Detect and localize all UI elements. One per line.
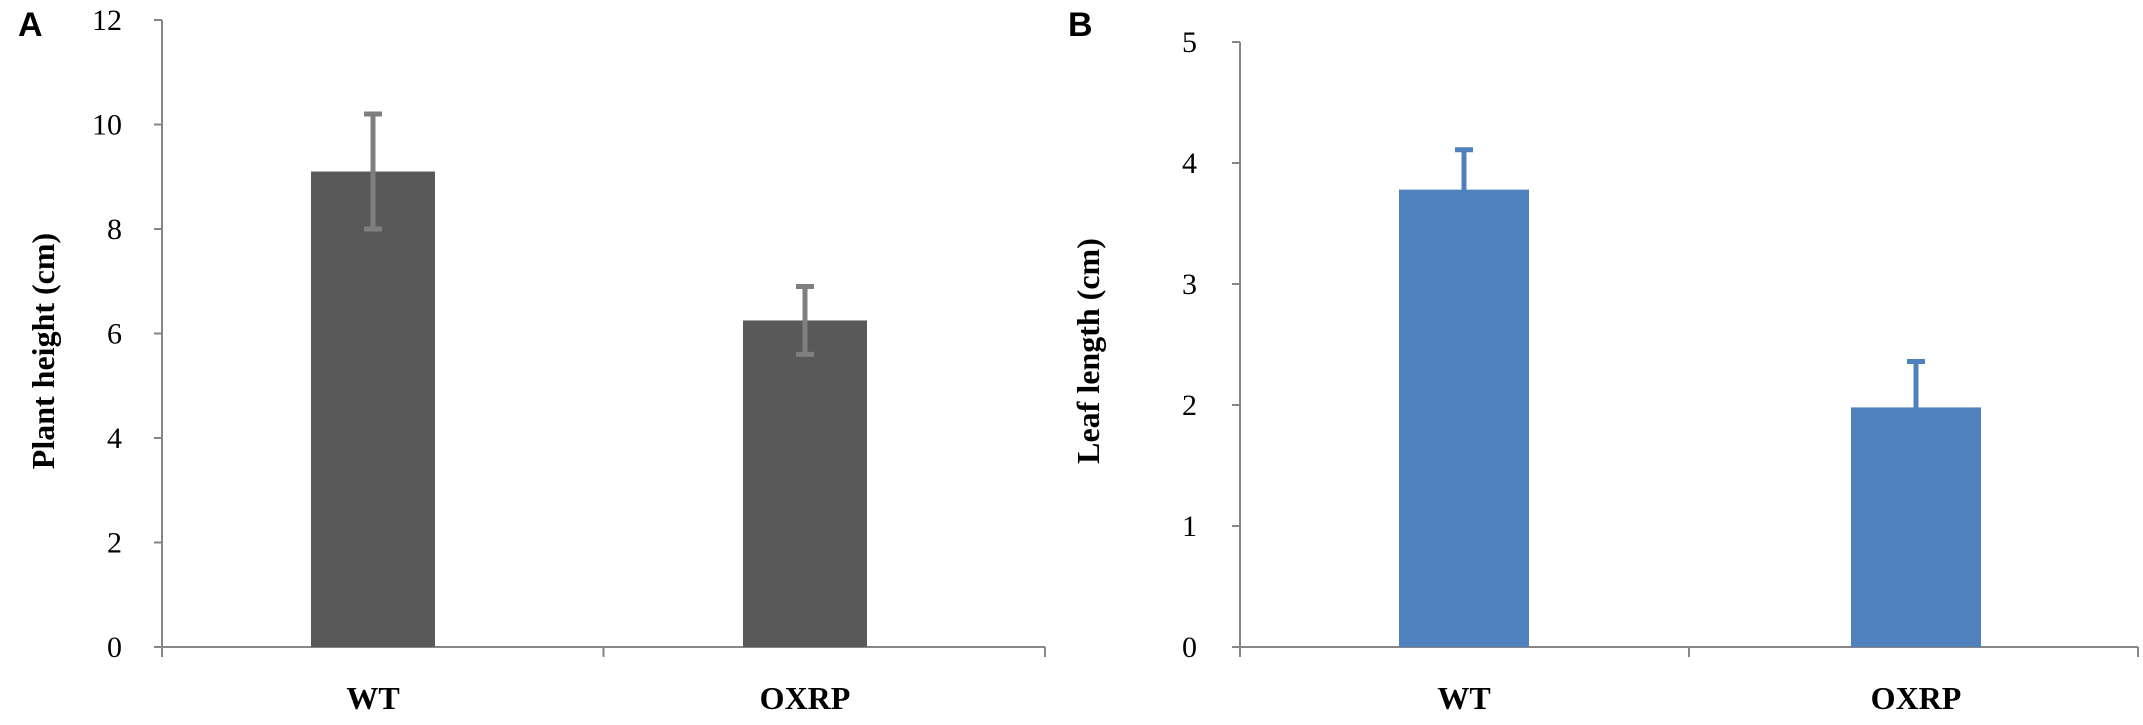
y-tick-label-b: 5	[1182, 26, 1197, 59]
y-tick-label-a: 12	[92, 4, 122, 37]
y-tick-label-b: 1	[1182, 510, 1197, 543]
panel-label-b: B	[1068, 6, 1093, 44]
error-bar-oxrp-a	[796, 283, 814, 357]
y-tick-label-a: 0	[107, 631, 122, 664]
y-tick-label-b: 4	[1182, 147, 1197, 180]
category-label-oxrp-a: OXRP	[760, 680, 851, 716]
y-axis-title-b: Leaf length (cm)	[1070, 238, 1106, 464]
bar-wt-a	[311, 171, 435, 647]
y-tick-label-a: 10	[92, 109, 122, 142]
bar-oxrp-a	[743, 320, 867, 647]
error-bar-wt-b	[1455, 147, 1473, 233]
chart-panel-a: A Plant height (cm) 0 2 4 6 8 10 12 WT OXRP	[18, 4, 1046, 716]
chart-panel-b: B Leaf length (cm) 0 1 2 3 4 5 WT OXRP	[1068, 6, 2139, 716]
bar-wt-b	[1399, 189, 1529, 647]
panel-label-a: A	[18, 6, 43, 44]
y-tick-label-b: 0	[1182, 631, 1197, 664]
y-tick-label-a: 6	[107, 318, 122, 351]
y-tick-label-a: 4	[107, 422, 122, 455]
category-label-oxrp-b: OXRP	[1871, 680, 1962, 716]
y-tick-label-b: 3	[1182, 268, 1197, 301]
y-axis-title-a: Plant height (cm)	[25, 233, 61, 469]
y-tick-label-b: 2	[1182, 389, 1197, 422]
y-tick-label-a: 8	[107, 213, 122, 246]
error-bar-wt-a	[364, 111, 382, 232]
y-tick-label-a: 2	[107, 527, 122, 560]
category-label-wt-a: WT	[346, 680, 399, 716]
category-label-wt-b: WT	[1437, 680, 1490, 716]
error-bar-oxrp-b	[1907, 358, 1925, 456]
